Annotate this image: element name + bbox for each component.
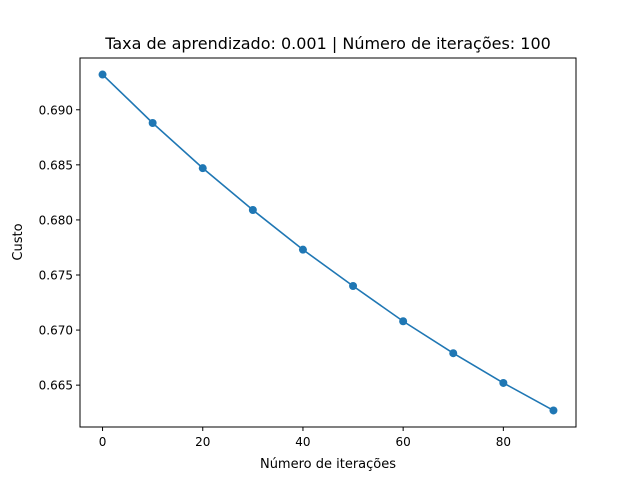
data-point [449, 349, 458, 358]
data-point [549, 406, 558, 415]
data-point [248, 206, 257, 215]
y-tick-label: 0.690 [39, 103, 73, 117]
y-tick-label: 0.665 [39, 379, 73, 393]
x-axis-label: Número de iterações [260, 457, 396, 472]
y-tick-label: 0.670 [39, 324, 73, 338]
y-tick-label: 0.680 [39, 213, 73, 227]
ticks-layer: 0 20 40 60 80 0.665 0.670 0.675 0.680 0.685 0.690 [39, 103, 511, 449]
data-point [98, 70, 107, 79]
chart-title: Taxa de aprendizado: 0.001 | Número de i… [104, 34, 551, 53]
y-axis-label: Custo [11, 223, 26, 260]
x-tick-label: 80 [496, 435, 511, 449]
x-tick-label: 20 [195, 435, 210, 449]
series-line [101, 73, 554, 412]
data-point [298, 245, 307, 254]
y-tick-label: 0.685 [39, 158, 73, 172]
data-point [198, 164, 207, 173]
data-point [148, 118, 157, 127]
x-tick-label: 0 [99, 435, 107, 449]
plot-frame [79, 57, 577, 428]
x-tick-label: 60 [396, 435, 411, 449]
y-tick-label: 0.675 [39, 268, 73, 282]
data-point [349, 282, 358, 291]
data-point [499, 378, 508, 387]
data-point [399, 317, 408, 326]
x-tick-label: 40 [295, 435, 310, 449]
data-layer [98, 70, 558, 415]
